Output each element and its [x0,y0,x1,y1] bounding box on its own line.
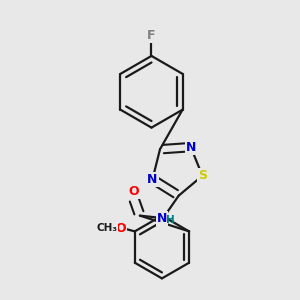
Text: N: N [147,173,158,186]
Text: S: S [198,169,207,182]
Text: F: F [147,28,156,41]
Text: O: O [128,185,139,198]
Text: N: N [157,212,167,224]
Text: CH₃: CH₃ [97,224,118,233]
Text: N: N [186,141,196,154]
Text: H: H [166,215,175,225]
Text: O: O [115,222,126,235]
